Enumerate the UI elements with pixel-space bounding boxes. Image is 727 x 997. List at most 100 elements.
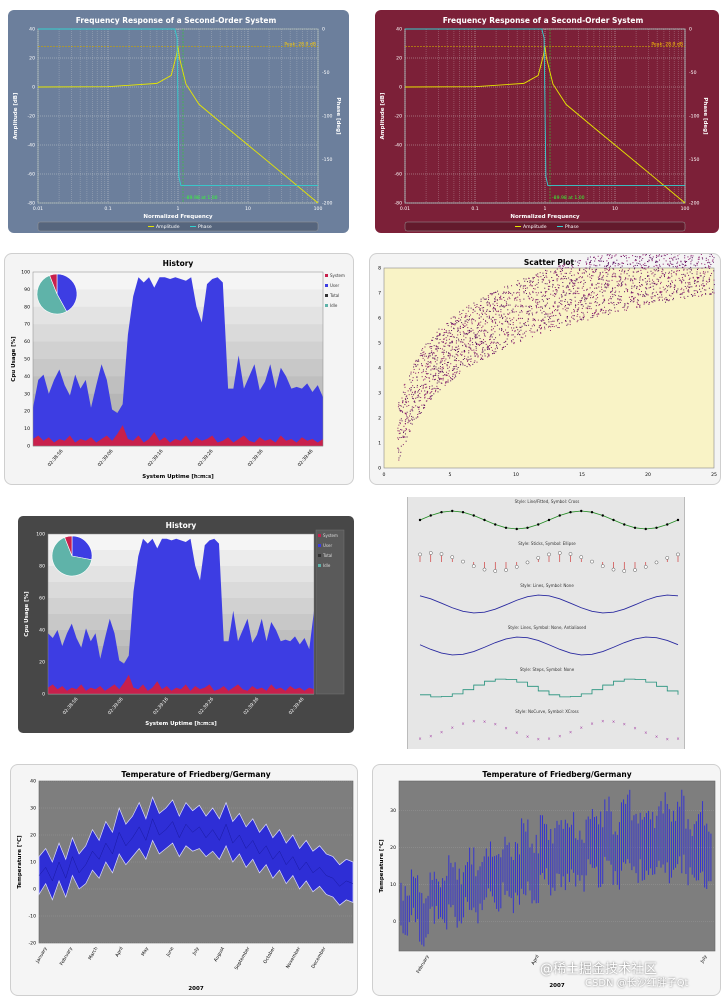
scatter-point bbox=[430, 398, 432, 400]
scatter-point bbox=[508, 313, 510, 315]
scatter-point bbox=[453, 377, 455, 379]
scatter-point bbox=[551, 325, 553, 327]
scatter-point bbox=[704, 273, 706, 275]
scatter-point bbox=[642, 284, 644, 286]
scatter-point bbox=[535, 299, 537, 301]
scatter-point bbox=[566, 324, 568, 326]
scatter-point bbox=[573, 288, 575, 290]
scatter-point bbox=[441, 351, 443, 353]
scatter-point bbox=[594, 269, 596, 271]
scatter-point bbox=[573, 274, 575, 276]
scatter-point bbox=[499, 334, 501, 336]
scatter-point bbox=[601, 302, 603, 304]
scatter-point bbox=[676, 290, 678, 292]
scatter-point bbox=[602, 279, 604, 281]
scatter-point bbox=[681, 274, 683, 276]
scatter-point bbox=[406, 397, 408, 399]
scatter-point bbox=[485, 330, 487, 332]
scatter-point bbox=[690, 256, 692, 258]
scatter-point bbox=[564, 272, 566, 274]
scatter-point bbox=[414, 363, 416, 365]
scatter-point bbox=[409, 415, 411, 417]
scatter-point bbox=[533, 323, 535, 325]
scatter-point bbox=[673, 287, 675, 289]
scatter-point bbox=[456, 330, 458, 332]
scatter-point bbox=[688, 291, 690, 293]
scatter-point bbox=[609, 265, 611, 267]
scatter-point bbox=[452, 369, 454, 371]
scatter-point bbox=[587, 295, 589, 297]
curve-symbol: × bbox=[526, 734, 529, 739]
x-tick-label: 10 bbox=[612, 206, 618, 212]
scatter-point bbox=[541, 307, 543, 309]
scatter-point bbox=[492, 316, 494, 318]
scatter-point bbox=[459, 353, 461, 355]
scatter-point bbox=[584, 298, 586, 300]
legend-box bbox=[37, 221, 319, 232]
scatter-point bbox=[464, 316, 466, 318]
scatter-point bbox=[564, 277, 566, 279]
scatter-point bbox=[541, 278, 543, 280]
scatter-point bbox=[711, 260, 713, 262]
scatter-point bbox=[402, 401, 404, 403]
scatter-point bbox=[549, 315, 551, 317]
scatter-point bbox=[557, 305, 559, 307]
scatter-point bbox=[669, 262, 671, 264]
scatter-point bbox=[442, 341, 444, 343]
scatter-point bbox=[673, 271, 675, 273]
scatter-point bbox=[553, 279, 555, 281]
scatter-point bbox=[462, 345, 464, 347]
scatter-point bbox=[680, 293, 682, 295]
scatter-point bbox=[462, 326, 464, 328]
scatter-point bbox=[708, 277, 710, 279]
curve-symbol bbox=[504, 526, 508, 529]
scatter-point bbox=[456, 354, 458, 356]
scatter-point bbox=[501, 298, 503, 300]
scatter-point bbox=[469, 364, 471, 366]
scatter-point bbox=[646, 284, 648, 286]
scatter-point bbox=[426, 391, 428, 393]
curve-symbol bbox=[461, 511, 465, 514]
scatter-point bbox=[609, 309, 611, 311]
curve-symbol bbox=[623, 523, 626, 526]
scatter-point bbox=[690, 268, 692, 270]
scatter-point bbox=[532, 299, 534, 301]
scatter-point bbox=[612, 288, 614, 290]
scatter-point bbox=[668, 272, 670, 274]
scatter-point bbox=[453, 366, 455, 368]
scatter-point bbox=[519, 322, 521, 324]
scatter-point bbox=[661, 272, 663, 274]
watermark-text: CSDN @长沙红胖子Qt bbox=[585, 978, 689, 989]
scatter-point bbox=[597, 297, 599, 299]
scatter-point bbox=[579, 269, 581, 271]
scatter-point bbox=[599, 274, 601, 276]
scatter-point bbox=[657, 280, 659, 282]
scatter-point bbox=[537, 301, 539, 303]
curve-symbol bbox=[440, 511, 443, 514]
curve-symbol bbox=[547, 518, 551, 522]
scatter-point bbox=[603, 300, 605, 302]
scatter-point bbox=[538, 326, 540, 328]
curve-symbol: × bbox=[537, 736, 540, 741]
scatter-point bbox=[571, 264, 573, 266]
scatter-point bbox=[560, 273, 562, 275]
scatter-point bbox=[544, 283, 546, 285]
scatter-point bbox=[472, 312, 474, 314]
scatter-point bbox=[501, 329, 503, 331]
scatter-point bbox=[568, 293, 570, 295]
scatter-point bbox=[667, 276, 669, 278]
legend-label: User bbox=[330, 283, 339, 288]
scatter-point bbox=[441, 358, 443, 360]
scatter-point bbox=[610, 309, 612, 311]
scatter-point bbox=[558, 297, 560, 299]
scatter-point bbox=[618, 302, 620, 304]
scatter-point bbox=[405, 398, 407, 400]
scatter-point bbox=[550, 293, 552, 295]
scatter-point bbox=[603, 290, 605, 292]
scatter-point bbox=[476, 353, 478, 355]
scatter-point bbox=[401, 420, 403, 422]
curve-symbol bbox=[590, 559, 594, 564]
scatter-point bbox=[422, 369, 424, 371]
scatter-point bbox=[461, 316, 463, 318]
scatter-point bbox=[674, 256, 676, 258]
